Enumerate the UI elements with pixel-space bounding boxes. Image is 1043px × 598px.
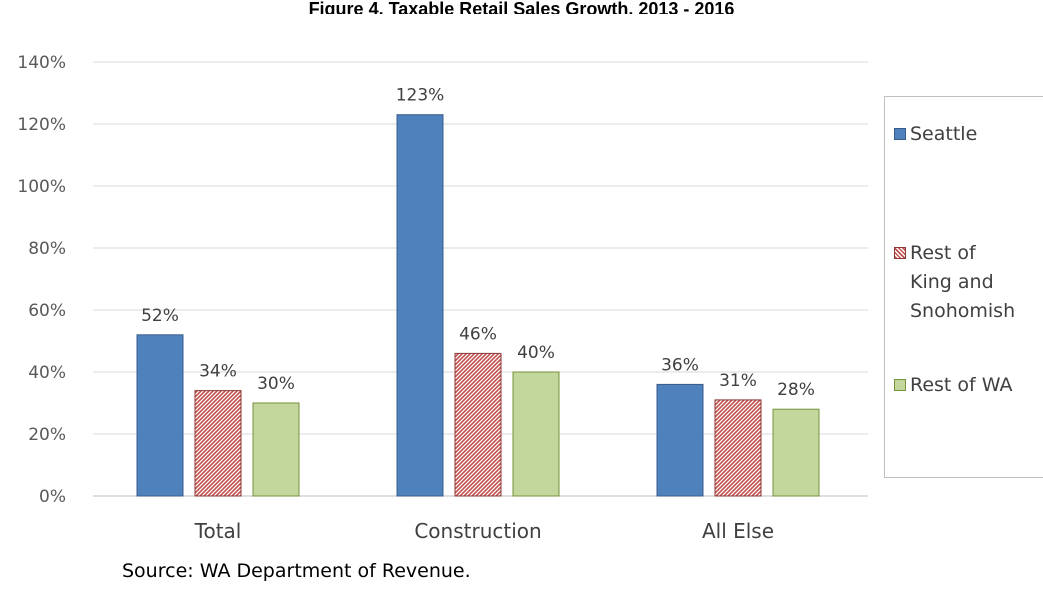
y-tick-label: 0% [39,487,66,507]
bar [194,390,242,497]
y-tick-label: 40% [28,363,66,383]
chart-title: Figure 4. Taxable Retail Sales Growth, 2… [308,0,735,14]
data-labels: 52% 34% 30% 123% 46% 40% 36% 31% 28% [141,86,815,401]
legend-label: Seattle [910,123,978,145]
x-axis-ticks: Total Construction All Else [194,519,774,543]
y-tick-label: 20% [28,425,66,445]
data-label: 31% [719,371,757,391]
bar [136,334,184,497]
y-tick-label: 80% [28,239,66,259]
legend-item-rest-of-king-and-snohomish: Rest of King and Snohomish [894,239,1015,326]
data-label: 28% [777,380,815,400]
y-tick-label: 140% [17,53,66,73]
legend-item-seattle: Seattle [894,120,977,149]
data-label: 40% [517,343,555,363]
bar [512,371,560,497]
bar [772,408,820,497]
bar [714,399,762,497]
bar [656,383,704,497]
bars [136,114,820,497]
source-note: Source: WA Department of Revenue. [122,560,471,582]
legend-swatch-rest-of-king-and-snohomish [894,247,906,259]
y-tick-label: 60% [28,301,66,321]
data-label: 34% [199,362,237,382]
data-label: 123% [396,86,445,106]
y-axis-ticks: 0% 20% 40% 60% 80% 100% 120% 140% [17,53,66,507]
legend-label: Rest of King and Snohomish [910,242,1016,322]
bar [396,114,444,497]
legend-swatch-rest-of-wa [894,379,906,391]
data-label: 46% [459,324,497,344]
data-label: 52% [141,306,179,326]
bar [252,402,300,497]
data-label: 36% [661,355,699,375]
legend-item-rest-of-wa: Rest of WA [894,371,1013,400]
y-tick-label: 100% [17,177,66,197]
x-tick-label: All Else [702,519,774,543]
x-tick-label: Total [194,519,242,543]
x-tick-label: Construction [414,519,541,543]
legend: Seattle Rest of King and Snohomish Rest … [884,96,1043,478]
legend-label: Rest of WA [910,374,1013,396]
y-tick-label: 120% [17,115,66,135]
legend-swatch-seattle [894,128,906,140]
data-label: 30% [257,374,295,394]
bar [454,352,502,497]
